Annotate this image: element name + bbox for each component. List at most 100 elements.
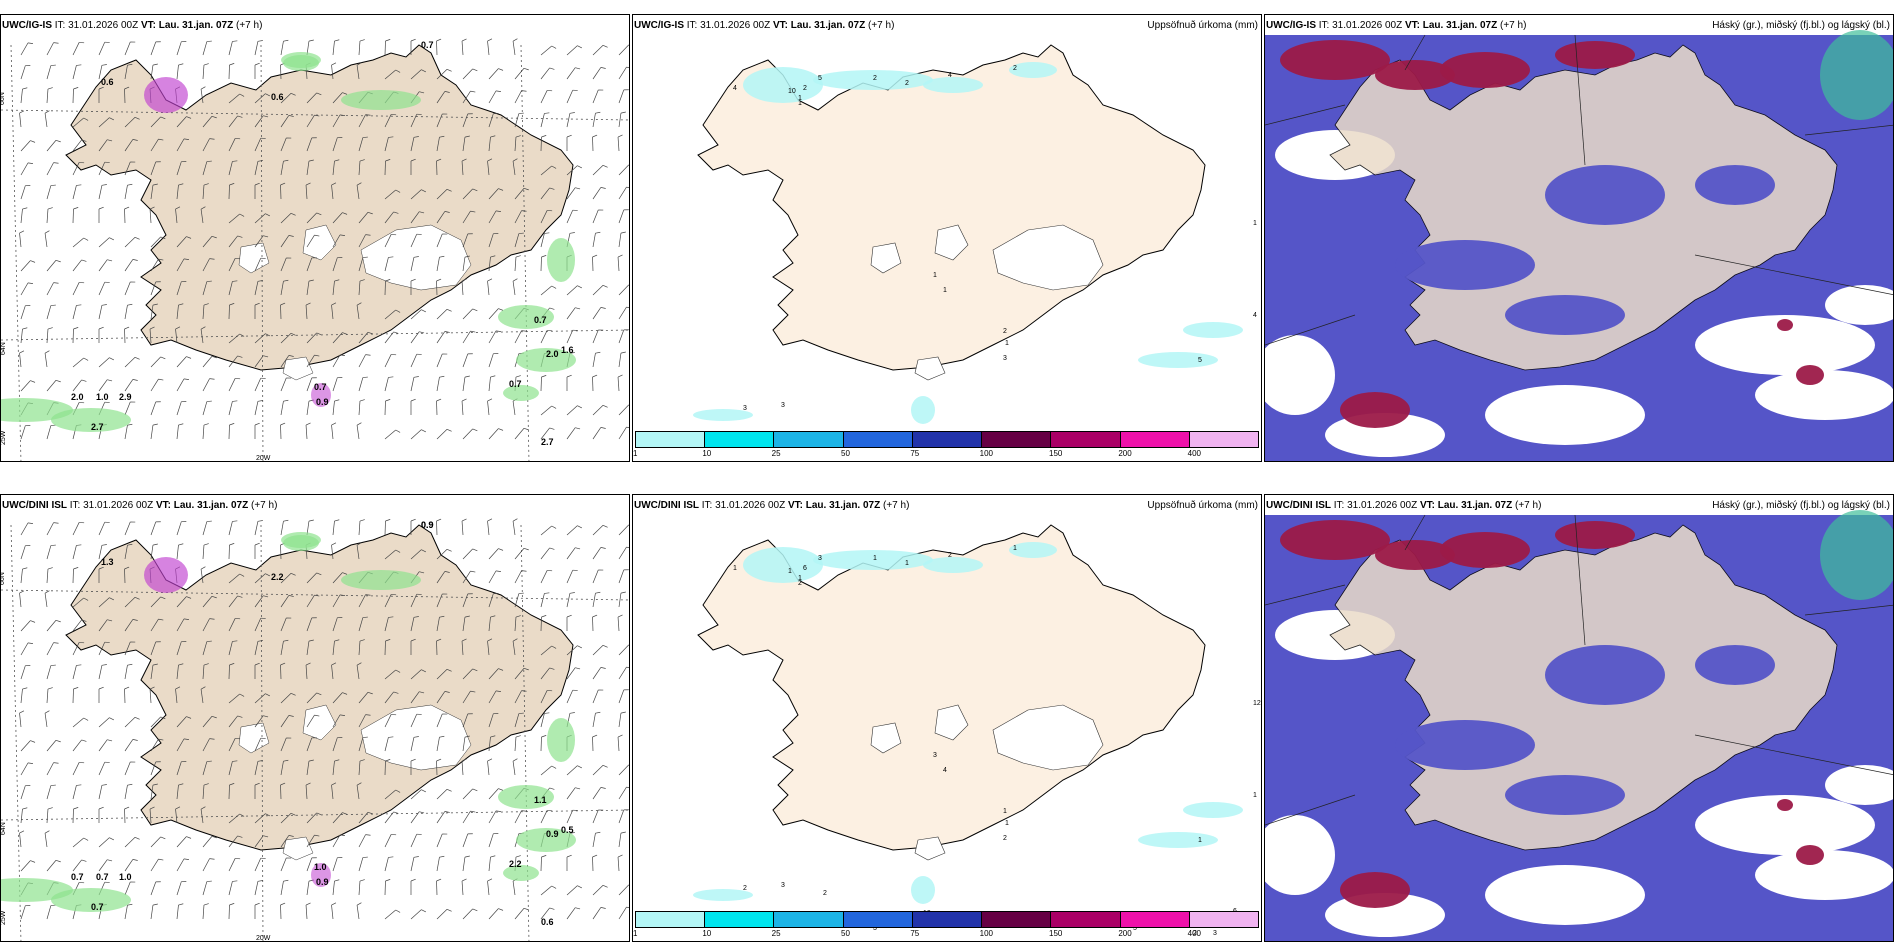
wind-barb [200,806,206,824]
wind-barb [436,211,450,224]
wind-barb [202,835,217,848]
wind-barb-shaft [46,809,49,824]
wind-barb [487,758,493,776]
wind-barb-feather [464,135,470,138]
wind-barb-feather [239,93,245,97]
wind-barb-shaft [124,761,131,776]
wind-barb-feather [316,812,322,816]
wind-barb-feather [569,832,575,834]
wind-barb [254,257,266,272]
wind-barb-feather [229,783,235,786]
wind-barb [228,640,238,656]
wind-barb [46,184,56,200]
precip-patch [693,409,753,421]
wind-barb-feather [27,522,33,524]
wind-barb-shaft [436,233,443,248]
wind-barb [436,375,445,392]
wind-barb-shaft [384,594,392,608]
wind-barb [488,855,496,872]
wind-barb-shaft [202,305,205,320]
wind-barb-feather [305,662,311,666]
wind-barb-shaft [462,428,473,440]
wind-barb-shaft [254,618,262,632]
wind-barb-feather [617,374,623,378]
wind-barb-feather [413,376,419,378]
precip-value-label: 1 [873,555,877,562]
wind-barb [150,836,166,848]
wind-barb-shaft [46,740,57,752]
clear-sky-patch [1485,385,1645,445]
wind-barb [150,41,161,56]
wind-barb-shaft [44,713,48,728]
wind-barb-shaft [566,187,576,200]
wind-barb-feather [444,811,450,813]
graticule-line [1,589,629,601]
wind-barb-feather [76,64,82,66]
wind-barb [306,737,317,752]
wind-barb [124,806,130,824]
wind-barb [228,258,241,272]
wind-barb [618,231,626,248]
wind-barb-shaft [202,41,208,56]
wind-barb-feather [158,258,164,261]
wind-barb [280,235,294,248]
wind-barb [280,692,296,704]
wind-barb-shaft [72,642,80,656]
wind-barb [72,379,87,392]
precip-colorbar: 1 10 25 50 75 100 150 200 400 [633,911,1259,939]
wind-barb [98,664,107,680]
wind-barb-feather [512,518,518,522]
wind-barb-shaft [331,665,334,680]
wind-barb-shaft [280,333,292,344]
wind-barb-shaft [46,762,54,776]
wind-barb-shaft [46,209,49,224]
wind-barb [436,68,452,80]
wind-barb-shaft [228,693,240,704]
wind-barb [410,69,427,80]
wind-barb [514,712,524,728]
wind-barb-feather [132,739,138,741]
panel-title: Háský (gr.), miðský (fj.bl.) og lágský (… [1712,20,1890,31]
colorbar-tick-label: 50 [841,929,850,938]
wind-barb [149,806,155,824]
grid-line [1574,514,1586,646]
snow-patch [144,557,188,593]
wind-barb-shaft [46,380,57,392]
wind-barb-shaft [617,737,620,752]
wind-barb-shaft [566,690,574,704]
wind-barb-shaft [124,905,128,920]
wind-barb [280,519,289,536]
wind-barb-feather [30,140,36,143]
wind-barb-shaft [358,521,361,536]
wind-barb-shaft [358,212,369,224]
wind-barb-feather [628,524,629,526]
wind-barb-shaft [176,785,179,800]
wind-barb-shaft [436,377,440,392]
wind-barb-shaft [488,188,499,200]
colorbar-ticks: 1 10 25 50 75 100 150 200 400 [633,448,1259,459]
wind-barb-shaft [540,187,550,200]
wind-barb [280,737,292,752]
wind-barb-shaft [410,909,422,920]
wind-barb-shaft [514,810,522,824]
precip-value-label: 0.6 [541,917,554,927]
wind-barb [566,787,581,800]
wind-barb [488,548,504,560]
wind-barb-feather [446,308,452,312]
wind-barb-shaft [462,548,473,560]
wind-barb [618,66,629,80]
wind-barb-shaft [384,189,396,200]
wind-barb [461,878,467,896]
wind-barb-feather [44,110,50,114]
wind-barb-shaft [306,812,317,824]
wind-barb-shaft [592,113,596,128]
wind-barb-feather [288,115,294,117]
wind-barb [72,762,85,776]
precip-value-label: 2.7 [541,437,554,447]
wind-barb-shaft [618,66,627,80]
wind-barb [124,686,130,704]
graticule-line [1,329,629,341]
precip-value-label: 0.7 [421,40,434,50]
wind-barb-shaft [280,835,290,848]
cloud-high-patch [1440,532,1530,568]
